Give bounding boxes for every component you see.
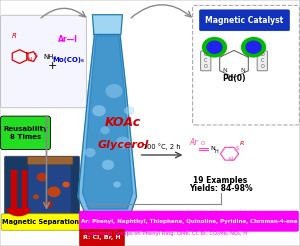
FancyBboxPatch shape: [1, 214, 80, 230]
Circle shape: [62, 182, 70, 187]
Text: Functional Groups on Phenyl Ring: OMe, Cl, Br, CO₂Me, NO₂, H: Functional Groups on Phenyl Ring: OMe, C…: [85, 231, 248, 236]
Text: N: N: [241, 68, 245, 73]
FancyBboxPatch shape: [4, 156, 80, 218]
Circle shape: [85, 148, 95, 157]
FancyBboxPatch shape: [193, 5, 299, 125]
Text: Ar—I: Ar—I: [58, 35, 78, 44]
FancyBboxPatch shape: [257, 51, 267, 71]
Circle shape: [124, 107, 134, 115]
Text: O
C
O: O C O: [260, 52, 264, 69]
Text: Pd(0): Pd(0): [222, 74, 246, 83]
Circle shape: [47, 186, 61, 197]
Polygon shape: [11, 170, 16, 208]
Text: NH₂: NH₂: [43, 54, 56, 60]
Text: Reusability
8 Times: Reusability 8 Times: [3, 126, 48, 140]
Circle shape: [92, 105, 106, 116]
Text: S: S: [34, 53, 38, 58]
Circle shape: [43, 200, 53, 208]
Circle shape: [106, 84, 122, 98]
Polygon shape: [92, 15, 122, 34]
Circle shape: [37, 173, 47, 182]
Text: Magnetic Separation: Magnetic Separation: [2, 219, 79, 225]
Circle shape: [113, 182, 121, 187]
Text: S: S: [235, 146, 239, 151]
FancyBboxPatch shape: [201, 51, 211, 71]
Circle shape: [33, 194, 39, 199]
FancyBboxPatch shape: [28, 157, 73, 164]
Text: R: R: [12, 33, 17, 39]
Polygon shape: [78, 34, 136, 214]
Text: Ar: Ar: [189, 138, 198, 147]
Text: N: N: [27, 57, 31, 62]
Circle shape: [206, 41, 223, 54]
FancyBboxPatch shape: [80, 229, 124, 246]
Text: Magnetic Catalyst: Magnetic Catalyst: [206, 16, 284, 25]
FancyBboxPatch shape: [1, 116, 50, 150]
FancyBboxPatch shape: [29, 211, 70, 217]
Text: R: R: [240, 141, 244, 146]
Text: R: Cl, Br, H: R: Cl, Br, H: [83, 235, 121, 240]
Circle shape: [116, 137, 130, 149]
Text: N: N: [211, 146, 215, 151]
Text: 100 °C, 2 h: 100 °C, 2 h: [143, 143, 181, 150]
Text: N: N: [223, 68, 227, 73]
FancyBboxPatch shape: [200, 10, 290, 31]
Text: H: H: [215, 149, 218, 154]
Text: Mo(CO)₆: Mo(CO)₆: [52, 57, 84, 63]
Text: O
C
O: O C O: [204, 52, 208, 69]
Circle shape: [245, 41, 262, 54]
Polygon shape: [22, 170, 26, 208]
FancyBboxPatch shape: [80, 211, 298, 231]
Circle shape: [241, 37, 266, 58]
Text: KOAc: KOAc: [105, 117, 141, 129]
Text: Ar: Phenyl, Naphthyl, Thiophene, Quinoline, Pyridine, Chroman-4-one: Ar: Phenyl, Naphthyl, Thiophene, Quinoli…: [81, 219, 297, 224]
FancyBboxPatch shape: [29, 160, 70, 214]
Circle shape: [100, 127, 109, 134]
Circle shape: [102, 160, 114, 170]
FancyBboxPatch shape: [1, 15, 86, 108]
Text: N: N: [229, 157, 233, 162]
Text: +: +: [48, 62, 57, 71]
Circle shape: [202, 37, 227, 58]
Text: 19 Examples: 19 Examples: [194, 176, 247, 185]
Polygon shape: [82, 36, 133, 209]
Text: Glycerol: Glycerol: [97, 140, 149, 150]
Text: O: O: [200, 141, 205, 146]
Text: Yields: 84-98%: Yields: 84-98%: [189, 184, 252, 193]
